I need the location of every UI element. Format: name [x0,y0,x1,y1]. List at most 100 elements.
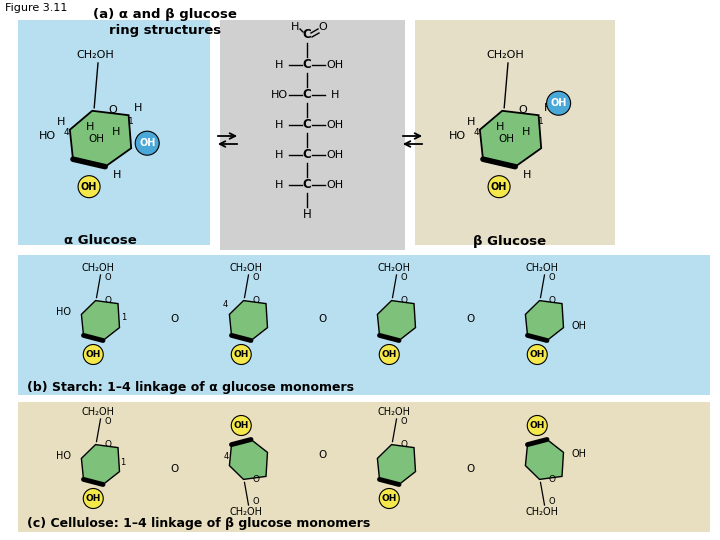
Text: O: O [171,314,179,324]
Polygon shape [81,444,120,484]
Text: CH₂OH: CH₂OH [230,263,263,273]
Text: C: C [302,29,311,42]
Text: OH: OH [572,449,587,460]
Text: H: H [86,122,94,132]
Text: OH: OH [530,350,545,359]
Text: O: O [467,314,474,324]
Circle shape [379,345,400,364]
Text: H: H [523,170,531,180]
Circle shape [84,489,103,509]
Circle shape [527,345,547,364]
Text: CH₂OH: CH₂OH [230,507,263,517]
Circle shape [379,489,400,509]
Text: H: H [302,208,311,221]
FancyBboxPatch shape [18,255,710,395]
Text: O: O [548,497,555,507]
Text: OH: OH [233,421,249,430]
Text: CH₂OH: CH₂OH [378,263,411,273]
Text: H: H [291,22,300,32]
Text: (b) Starch: 1–4 linkage of α glucose monomers: (b) Starch: 1–4 linkage of α glucose mon… [27,381,354,395]
Circle shape [546,91,571,115]
Text: O: O [400,440,408,449]
Text: O: O [400,273,407,282]
Text: O: O [252,273,258,282]
Text: (a) α and β glucose
ring structures: (a) α and β glucose ring structures [93,8,237,37]
Text: OH: OH [491,181,508,192]
Text: CH₂OH: CH₂OH [82,263,115,273]
Text: O: O [319,22,328,32]
Text: OH: OH [326,120,343,130]
Text: CH₂OH: CH₂OH [82,407,115,417]
Polygon shape [480,111,541,167]
Text: HO: HO [271,90,287,100]
Text: 4: 4 [224,452,229,461]
Polygon shape [526,440,564,480]
Text: O: O [548,273,555,282]
Text: H: H [275,60,283,70]
Text: O: O [252,475,259,484]
Circle shape [84,345,103,364]
Text: CH₂OH: CH₂OH [378,407,411,417]
Text: Figure 3.11: Figure 3.11 [5,3,68,13]
Polygon shape [526,301,564,341]
Text: O: O [318,450,327,461]
Text: CH₂OH: CH₂OH [486,50,524,60]
Text: O: O [318,314,327,324]
Text: (c) Cellulose: 1–4 linkage of β glucose monomers: (c) Cellulose: 1–4 linkage of β glucose … [27,517,370,530]
Polygon shape [230,440,268,480]
Text: OH: OH [572,321,587,330]
Circle shape [231,415,251,435]
Text: H: H [57,117,65,127]
Text: OH: OH [326,180,343,190]
Text: O: O [548,295,555,305]
Text: OH: OH [326,150,343,160]
FancyBboxPatch shape [18,20,210,245]
Text: HO: HO [449,131,467,141]
Text: O: O [252,295,259,305]
Text: O: O [400,417,407,427]
Text: C: C [302,58,311,71]
Circle shape [135,131,159,155]
Text: O: O [252,497,258,507]
Text: OH: OH [88,134,104,144]
Text: OH: OH [326,60,343,70]
Text: C: C [302,148,311,161]
Text: H: H [275,180,283,190]
Text: OH: OH [382,494,397,503]
Text: OH: OH [498,134,514,144]
Text: H: H [522,127,530,137]
Text: OH: OH [86,494,101,503]
Text: HO: HO [40,131,56,141]
Text: O: O [467,464,474,474]
Text: O: O [104,295,112,305]
Text: OH: OH [382,350,397,359]
Text: H: H [275,120,283,130]
FancyBboxPatch shape [18,402,710,532]
Text: OH: OH [86,350,101,359]
Text: H: H [544,103,552,113]
Text: O: O [400,295,408,305]
Polygon shape [70,111,131,167]
Text: OH: OH [550,98,567,108]
Text: H: H [275,150,283,160]
Text: O: O [104,417,111,427]
Text: CH₂OH: CH₂OH [76,50,114,60]
Text: HO: HO [56,451,71,461]
Circle shape [231,345,251,364]
Circle shape [488,176,510,198]
Text: OH: OH [233,350,249,359]
Text: α Glucose: α Glucose [63,234,136,247]
Text: O: O [548,475,555,484]
Text: C: C [302,118,311,132]
Text: 4: 4 [222,300,228,309]
Text: H: H [112,127,120,137]
Text: 1: 1 [120,458,125,467]
Circle shape [78,176,100,198]
Text: OH: OH [139,138,156,148]
Text: O: O [104,440,112,449]
Text: OH: OH [530,421,545,430]
Polygon shape [377,444,415,484]
Text: CH₂OH: CH₂OH [526,263,559,273]
Text: H: H [330,90,339,100]
Text: 1: 1 [127,117,133,126]
